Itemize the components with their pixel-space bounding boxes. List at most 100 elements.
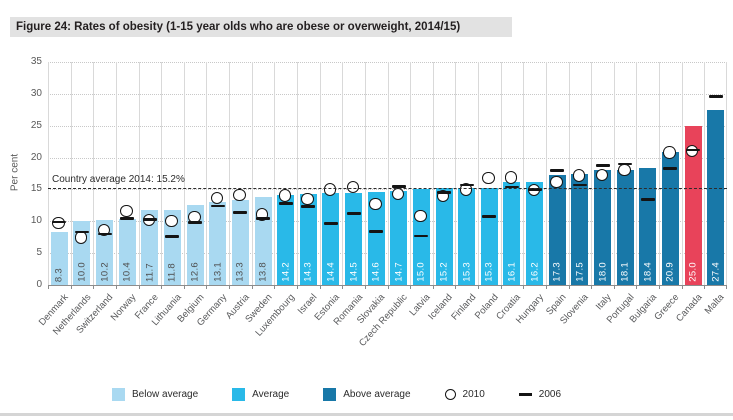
marker-2006-dash	[527, 188, 542, 191]
x-axis-tick	[274, 285, 275, 289]
column-separator	[455, 62, 456, 285]
below-average-swatch	[112, 388, 125, 401]
legend-label: Above average	[343, 389, 411, 400]
gridline	[48, 157, 727, 159]
column-separator	[478, 62, 479, 285]
bar: 15.3	[480, 187, 498, 285]
dash-2006-icon	[518, 393, 532, 396]
bar: 14.7	[390, 191, 408, 285]
x-axis-tick	[546, 285, 547, 289]
bar-value-label: 14.3	[302, 262, 314, 282]
bar: 18.4	[639, 167, 657, 285]
marker-2006-dash	[346, 212, 361, 215]
marker-2010-circle	[233, 188, 246, 201]
bar-value-label: 16.2	[529, 262, 541, 282]
marker-2006-dash	[97, 232, 112, 236]
marker-2010-circle	[572, 169, 586, 182]
x-axis-tick	[523, 285, 524, 289]
marker-2006-dash	[708, 95, 723, 98]
marker-2006-dash	[210, 204, 225, 208]
bar: 14.2	[277, 194, 295, 285]
column-separator	[161, 62, 162, 285]
legend-item-average: Average	[232, 388, 289, 401]
marker-2006-dash	[278, 202, 293, 205]
x-axis-tick	[388, 285, 389, 289]
bar: 14.3	[299, 193, 317, 285]
bar: 18.0	[594, 170, 612, 285]
column-separator	[184, 62, 185, 285]
bar-value-label: 14.2	[280, 262, 292, 282]
bar: 17.3	[548, 174, 566, 285]
column-separator	[93, 62, 94, 285]
y-tick-label: 0	[36, 279, 42, 290]
x-axis-tick	[682, 285, 683, 289]
marker-2006-dash	[142, 218, 157, 221]
bar: 12.6	[186, 204, 204, 285]
x-axis-line	[48, 285, 727, 286]
bar: 15.3	[458, 187, 476, 285]
gridline	[48, 93, 727, 95]
x-axis-tick	[704, 285, 705, 289]
x-axis-tick	[139, 285, 140, 289]
marker-2006-dash	[459, 183, 474, 187]
bar: 16.2	[526, 181, 544, 285]
marker-2006-dash	[301, 205, 316, 208]
country-label: Iceland	[426, 292, 456, 323]
country-average-line	[48, 188, 727, 190]
bar-value-label: 13.8	[257, 262, 269, 282]
column-separator	[48, 62, 49, 285]
bar-value-label: 14.7	[393, 262, 405, 282]
plot-area: 8.3 10.0 10.2 10.4 11.7 11.8 12.6 13.1 13.3 13.8 1…	[48, 62, 727, 289]
bar-value-label: 18.4	[642, 262, 654, 282]
figure-title: Figure 24: Rates of obesity (1-15 year o…	[10, 17, 512, 37]
marker-2010-circle	[323, 183, 337, 196]
marker-2006-dash	[595, 163, 610, 167]
x-axis-tick	[252, 285, 253, 289]
average-swatch	[232, 388, 246, 401]
marker-2010-circle	[165, 214, 178, 228]
bar: 25.0	[684, 125, 702, 285]
x-axis-tick	[614, 285, 615, 289]
bar-value-label: 17.5	[574, 262, 586, 282]
x-axis-tick	[71, 285, 72, 289]
bar: 17.5	[571, 173, 589, 285]
column-separator	[682, 62, 683, 285]
bar: 15.2	[435, 188, 453, 285]
bar-value-label: 18.0	[597, 262, 609, 282]
bar: 10.2	[96, 220, 114, 285]
gridline	[48, 62, 727, 63]
bar-value-label: 18.1	[619, 262, 631, 282]
column-separator	[252, 62, 253, 285]
marker-2010-circle	[550, 175, 563, 189]
column-separator	[274, 62, 275, 285]
bar-value-label: 27.4	[710, 262, 722, 282]
bar-value-label: 11.7	[144, 263, 156, 282]
marker-2006-dash	[74, 230, 89, 234]
marker-2010-circle	[482, 171, 495, 185]
bar-value-label: 15.0	[415, 262, 427, 282]
country-average-label: Country average 2014: 15.2%	[52, 174, 185, 186]
column-separator	[229, 62, 230, 285]
bar: 11.7	[141, 210, 159, 285]
legend-item-2010: 2010	[444, 389, 485, 400]
gridline	[48, 189, 727, 191]
marker-2010-circle	[120, 205, 133, 218]
bar: 14.6	[367, 191, 385, 285]
bar: 27.4	[707, 110, 725, 285]
bar-value-label: 14.5	[348, 262, 360, 282]
x-axis-tick	[410, 285, 411, 289]
bar-value-label: 20.9	[664, 262, 676, 282]
marker-2010-circle	[414, 209, 427, 222]
x-axis-tick	[116, 285, 117, 289]
bar-value-label: 10.4	[121, 262, 133, 282]
gridline	[48, 125, 727, 127]
x-axis-tick	[184, 285, 185, 289]
y-tick-label: 5	[36, 247, 42, 259]
bar: 14.4	[322, 193, 340, 285]
bar-value-label: 15.2	[438, 262, 450, 282]
column-separator	[546, 62, 547, 285]
country-label: Finland	[448, 292, 478, 323]
marker-2010-circle	[369, 198, 382, 211]
column-separator	[433, 62, 434, 285]
bar-value-label: 14.6	[370, 262, 382, 282]
